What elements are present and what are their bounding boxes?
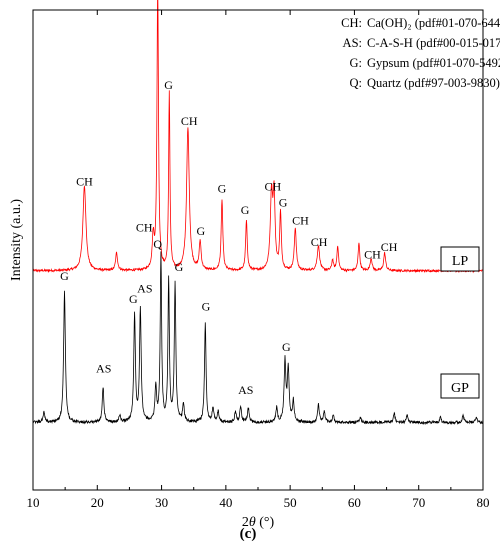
peak-label: G [241,203,250,217]
peak-label: G [218,181,227,195]
legend-code: AS: [343,36,362,50]
peak-label: G [164,78,173,92]
peak-label: G [129,292,138,306]
peak-label: G [282,340,291,354]
peak-label: G [175,260,184,274]
peak-label: AS [238,383,253,397]
peak-label: CH [311,235,328,249]
peak-label: G [202,299,211,313]
series-line-lp [32,0,484,274]
legend-code: CH: [341,16,362,30]
legend-code: Q: [350,76,363,90]
peak-label: CH [381,240,398,254]
y-axis-title: Intensity (a.u.) [9,199,24,281]
peak-label: CH [364,247,381,261]
legend-entry: Ca(OH)₂ (pdf#01-070-6446) [367,16,500,30]
peak-label: CH [181,114,198,128]
legend-code: G: [350,56,363,70]
x-tick-label: 50 [284,495,297,510]
peak-label: CH [264,180,281,194]
panel-label: (c) [240,526,257,542]
x-tick-label: 20 [91,495,104,510]
peak-label: AS [96,362,111,376]
x-tick-label: 70 [412,495,425,510]
peak-label: G [196,224,205,238]
legend-entry: C-A-S-H (pdf#00-015-0179) [367,36,500,50]
series-tag-box-gp [440,373,480,399]
peak-label: CH [76,174,93,188]
x-tick-label: 40 [219,495,232,510]
peak-label: CH [136,221,153,235]
x-tick-label: 80 [477,495,490,510]
series-tag-gp: GP [451,381,469,396]
peak-label: Q [153,237,162,251]
peak-label: G [279,196,288,210]
plot-area: LPGPCHCHCHGCHGGGCHGCHCHCHCHGASGASQGGASG [32,0,484,426]
peak-label: AS [137,282,152,296]
x-axis-title: 2θ (°) [242,515,275,530]
series-line-gp [32,251,484,426]
peak-label: CH [292,213,309,227]
x-tick-label: 10 [27,495,40,510]
legend-entry: Quartz (pdf#97-003-9830) [367,76,500,90]
series-tag-box-lp [440,246,480,272]
legend: CH: Ca(OH)₂ (pdf#01-070-6446) AS: C-A-S-H (… [341,16,500,90]
legend-entry: Gypsum (pdf#01-070-5492) [367,56,500,70]
axes: 10 20 30 40 50 60 70 80 2θ (°) [27,9,490,530]
peak-label: G [60,269,69,283]
series-tag-lp: LP [452,254,469,269]
x-tick-label: 30 [155,495,168,510]
x-tick-label: 60 [348,495,361,510]
